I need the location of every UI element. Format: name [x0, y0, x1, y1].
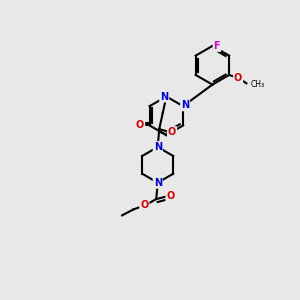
Text: O: O [234, 73, 242, 83]
Text: N: N [160, 92, 168, 101]
Text: O: O [167, 191, 175, 201]
Text: N: N [181, 100, 189, 110]
Text: O: O [168, 127, 176, 137]
Text: N: N [154, 178, 162, 188]
Text: F: F [214, 41, 220, 51]
Text: CH₃: CH₃ [250, 80, 265, 89]
Text: N: N [154, 142, 162, 152]
Text: O: O [136, 121, 144, 130]
Text: O: O [140, 200, 148, 210]
